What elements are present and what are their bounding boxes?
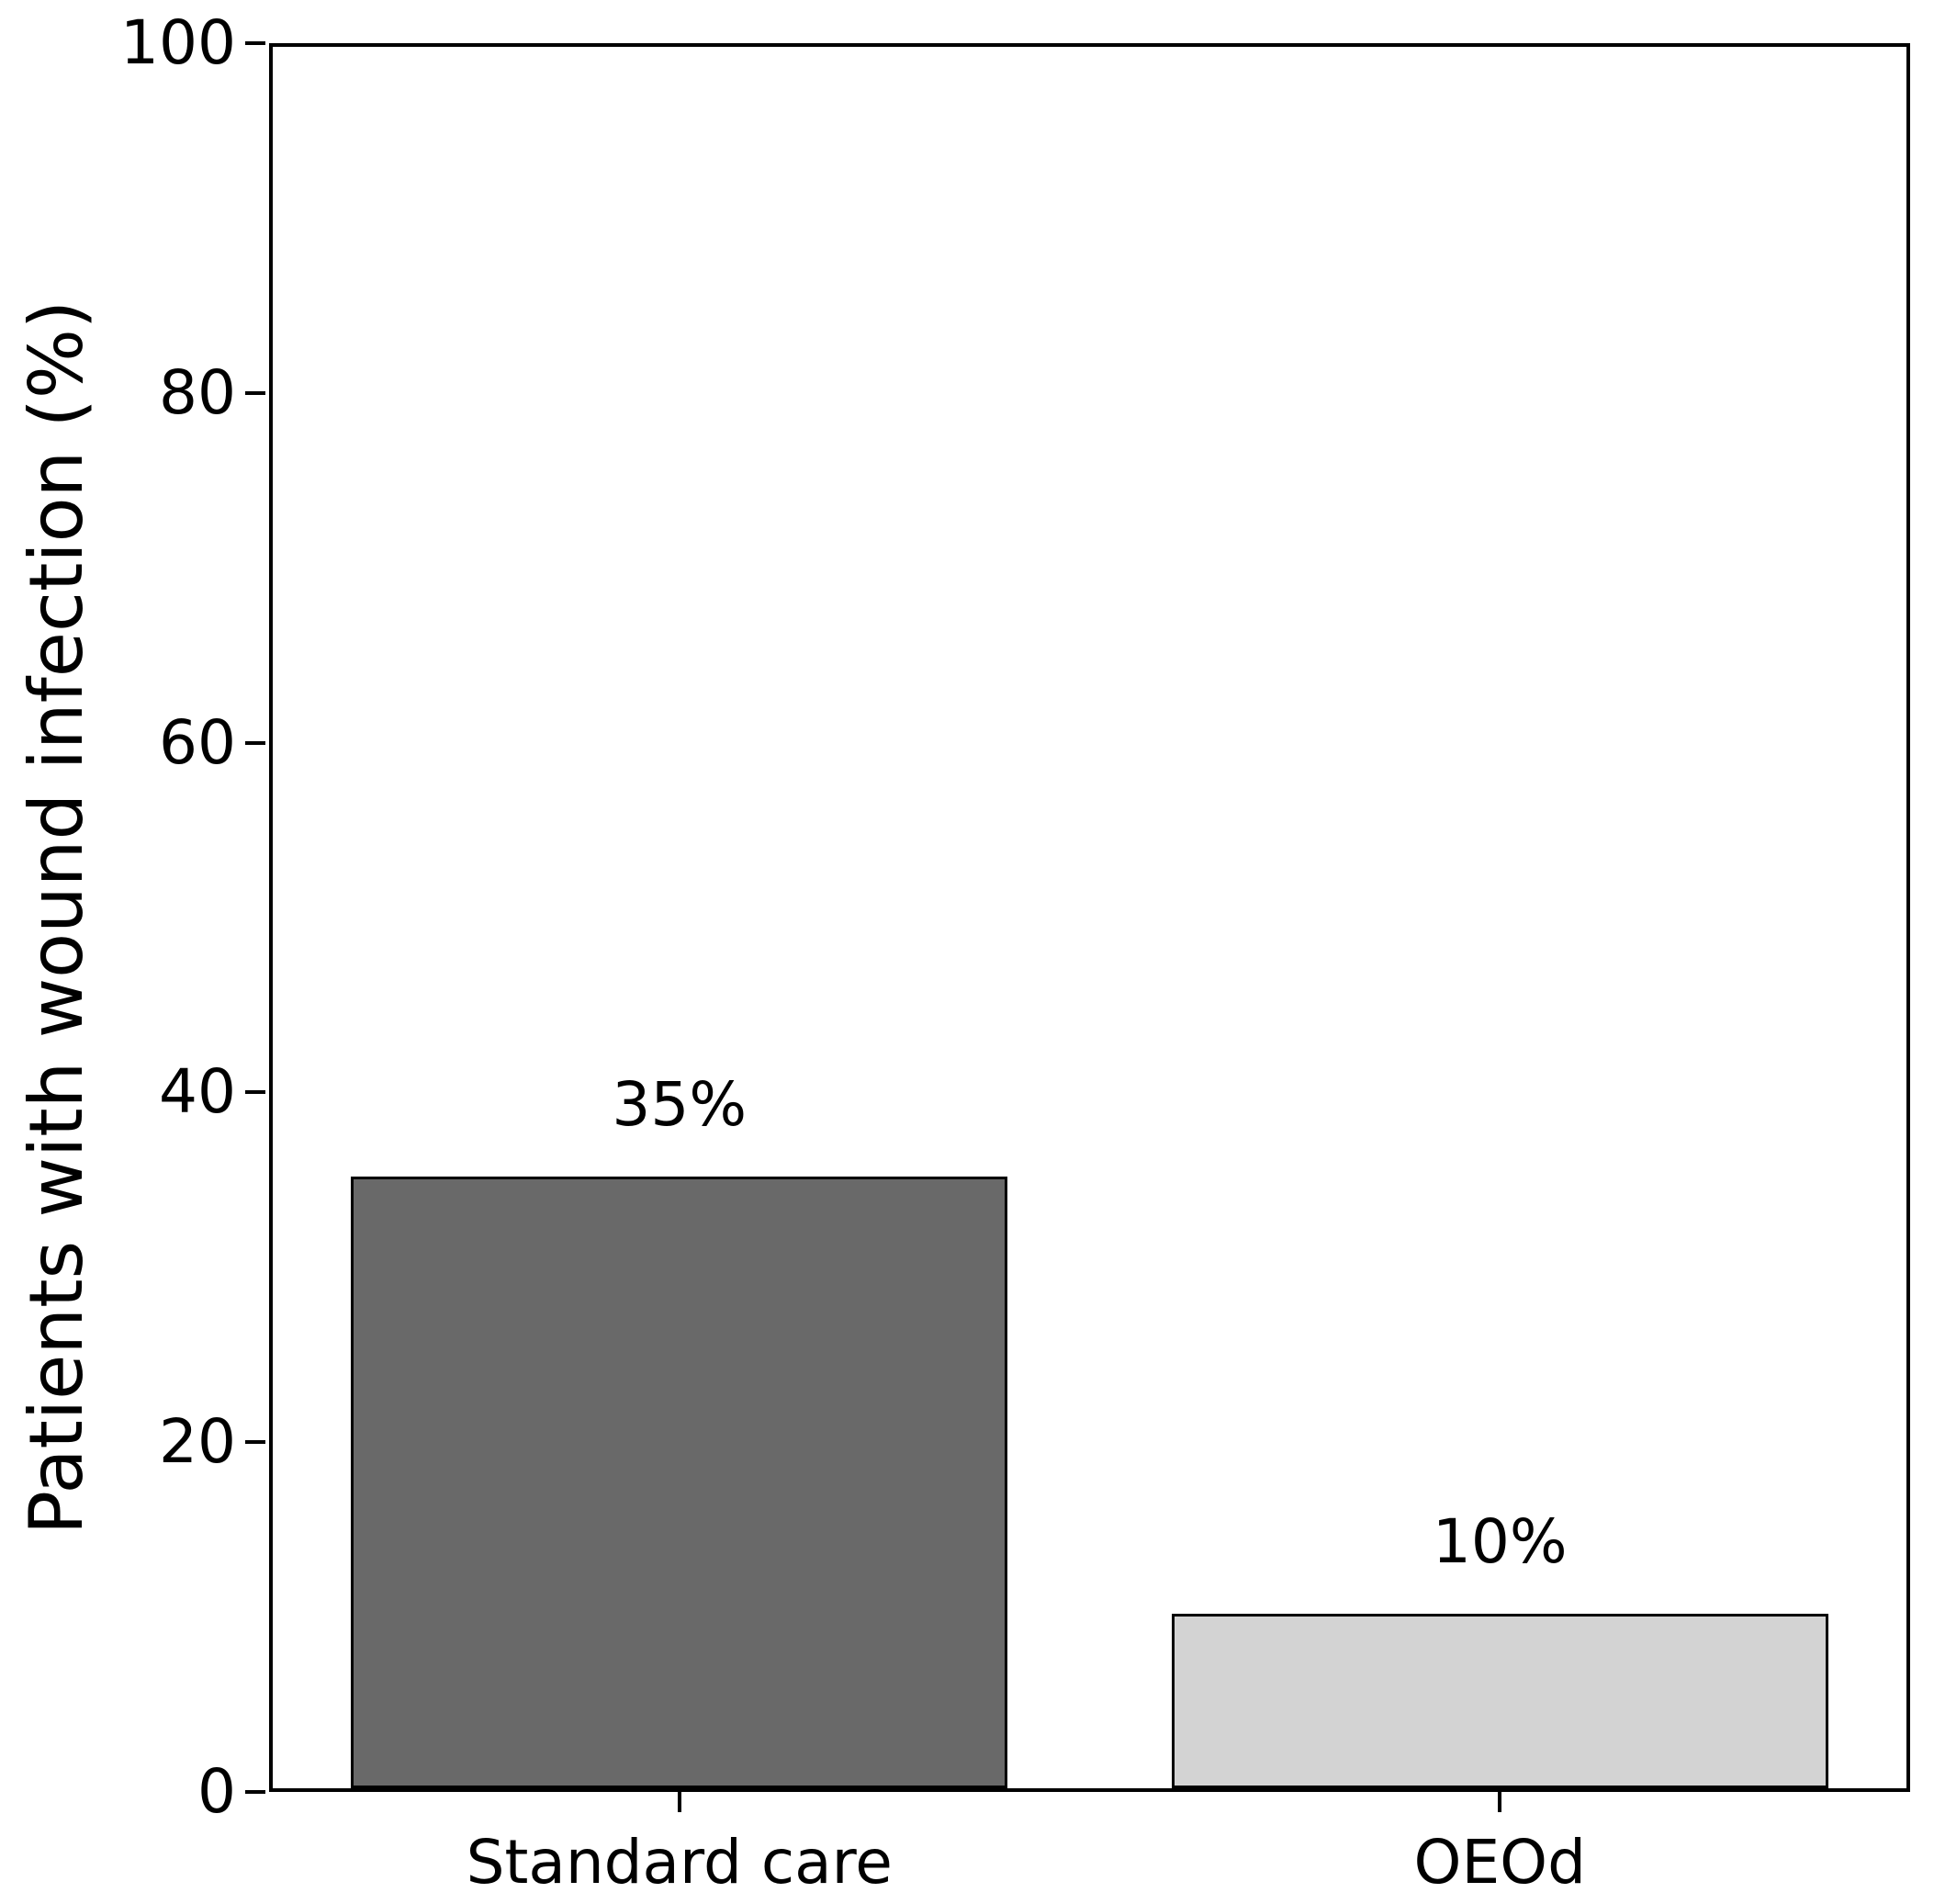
bar-oeod xyxy=(1171,1613,1828,1788)
bar-value-label-standard-care: 35% xyxy=(612,1068,748,1140)
bar-standard-care xyxy=(351,1176,1008,1788)
plot-area: 35% 10% xyxy=(269,43,1910,1792)
y-tick-label-60: 60 xyxy=(159,706,236,778)
y-tick-label-0: 0 xyxy=(197,1756,236,1827)
bar-value-label-oeod: 10% xyxy=(1432,1505,1568,1577)
y-tick-mark-20 xyxy=(245,1440,265,1445)
x-tick-label-standard-care: Standard care xyxy=(466,1827,893,1898)
x-tick-label-oeod: OEOd xyxy=(1413,1827,1587,1898)
y-tick-label-100: 100 xyxy=(120,7,236,78)
y-tick-mark-60 xyxy=(245,740,265,745)
y-tick-mark-40 xyxy=(245,1090,265,1095)
y-axis-label: Patients with wound infection (%) xyxy=(14,299,99,1536)
x-tick-mark-oeod xyxy=(1498,1792,1502,1812)
x-tick-mark-standard-care xyxy=(677,1792,681,1812)
y-tick-mark-100 xyxy=(245,41,265,45)
y-tick-label-40: 40 xyxy=(159,1056,236,1128)
y-tick-label-20: 20 xyxy=(159,1406,236,1478)
y-tick-mark-0 xyxy=(245,1790,265,1794)
y-tick-label-80: 80 xyxy=(159,356,236,428)
y-tick-mark-80 xyxy=(245,390,265,395)
